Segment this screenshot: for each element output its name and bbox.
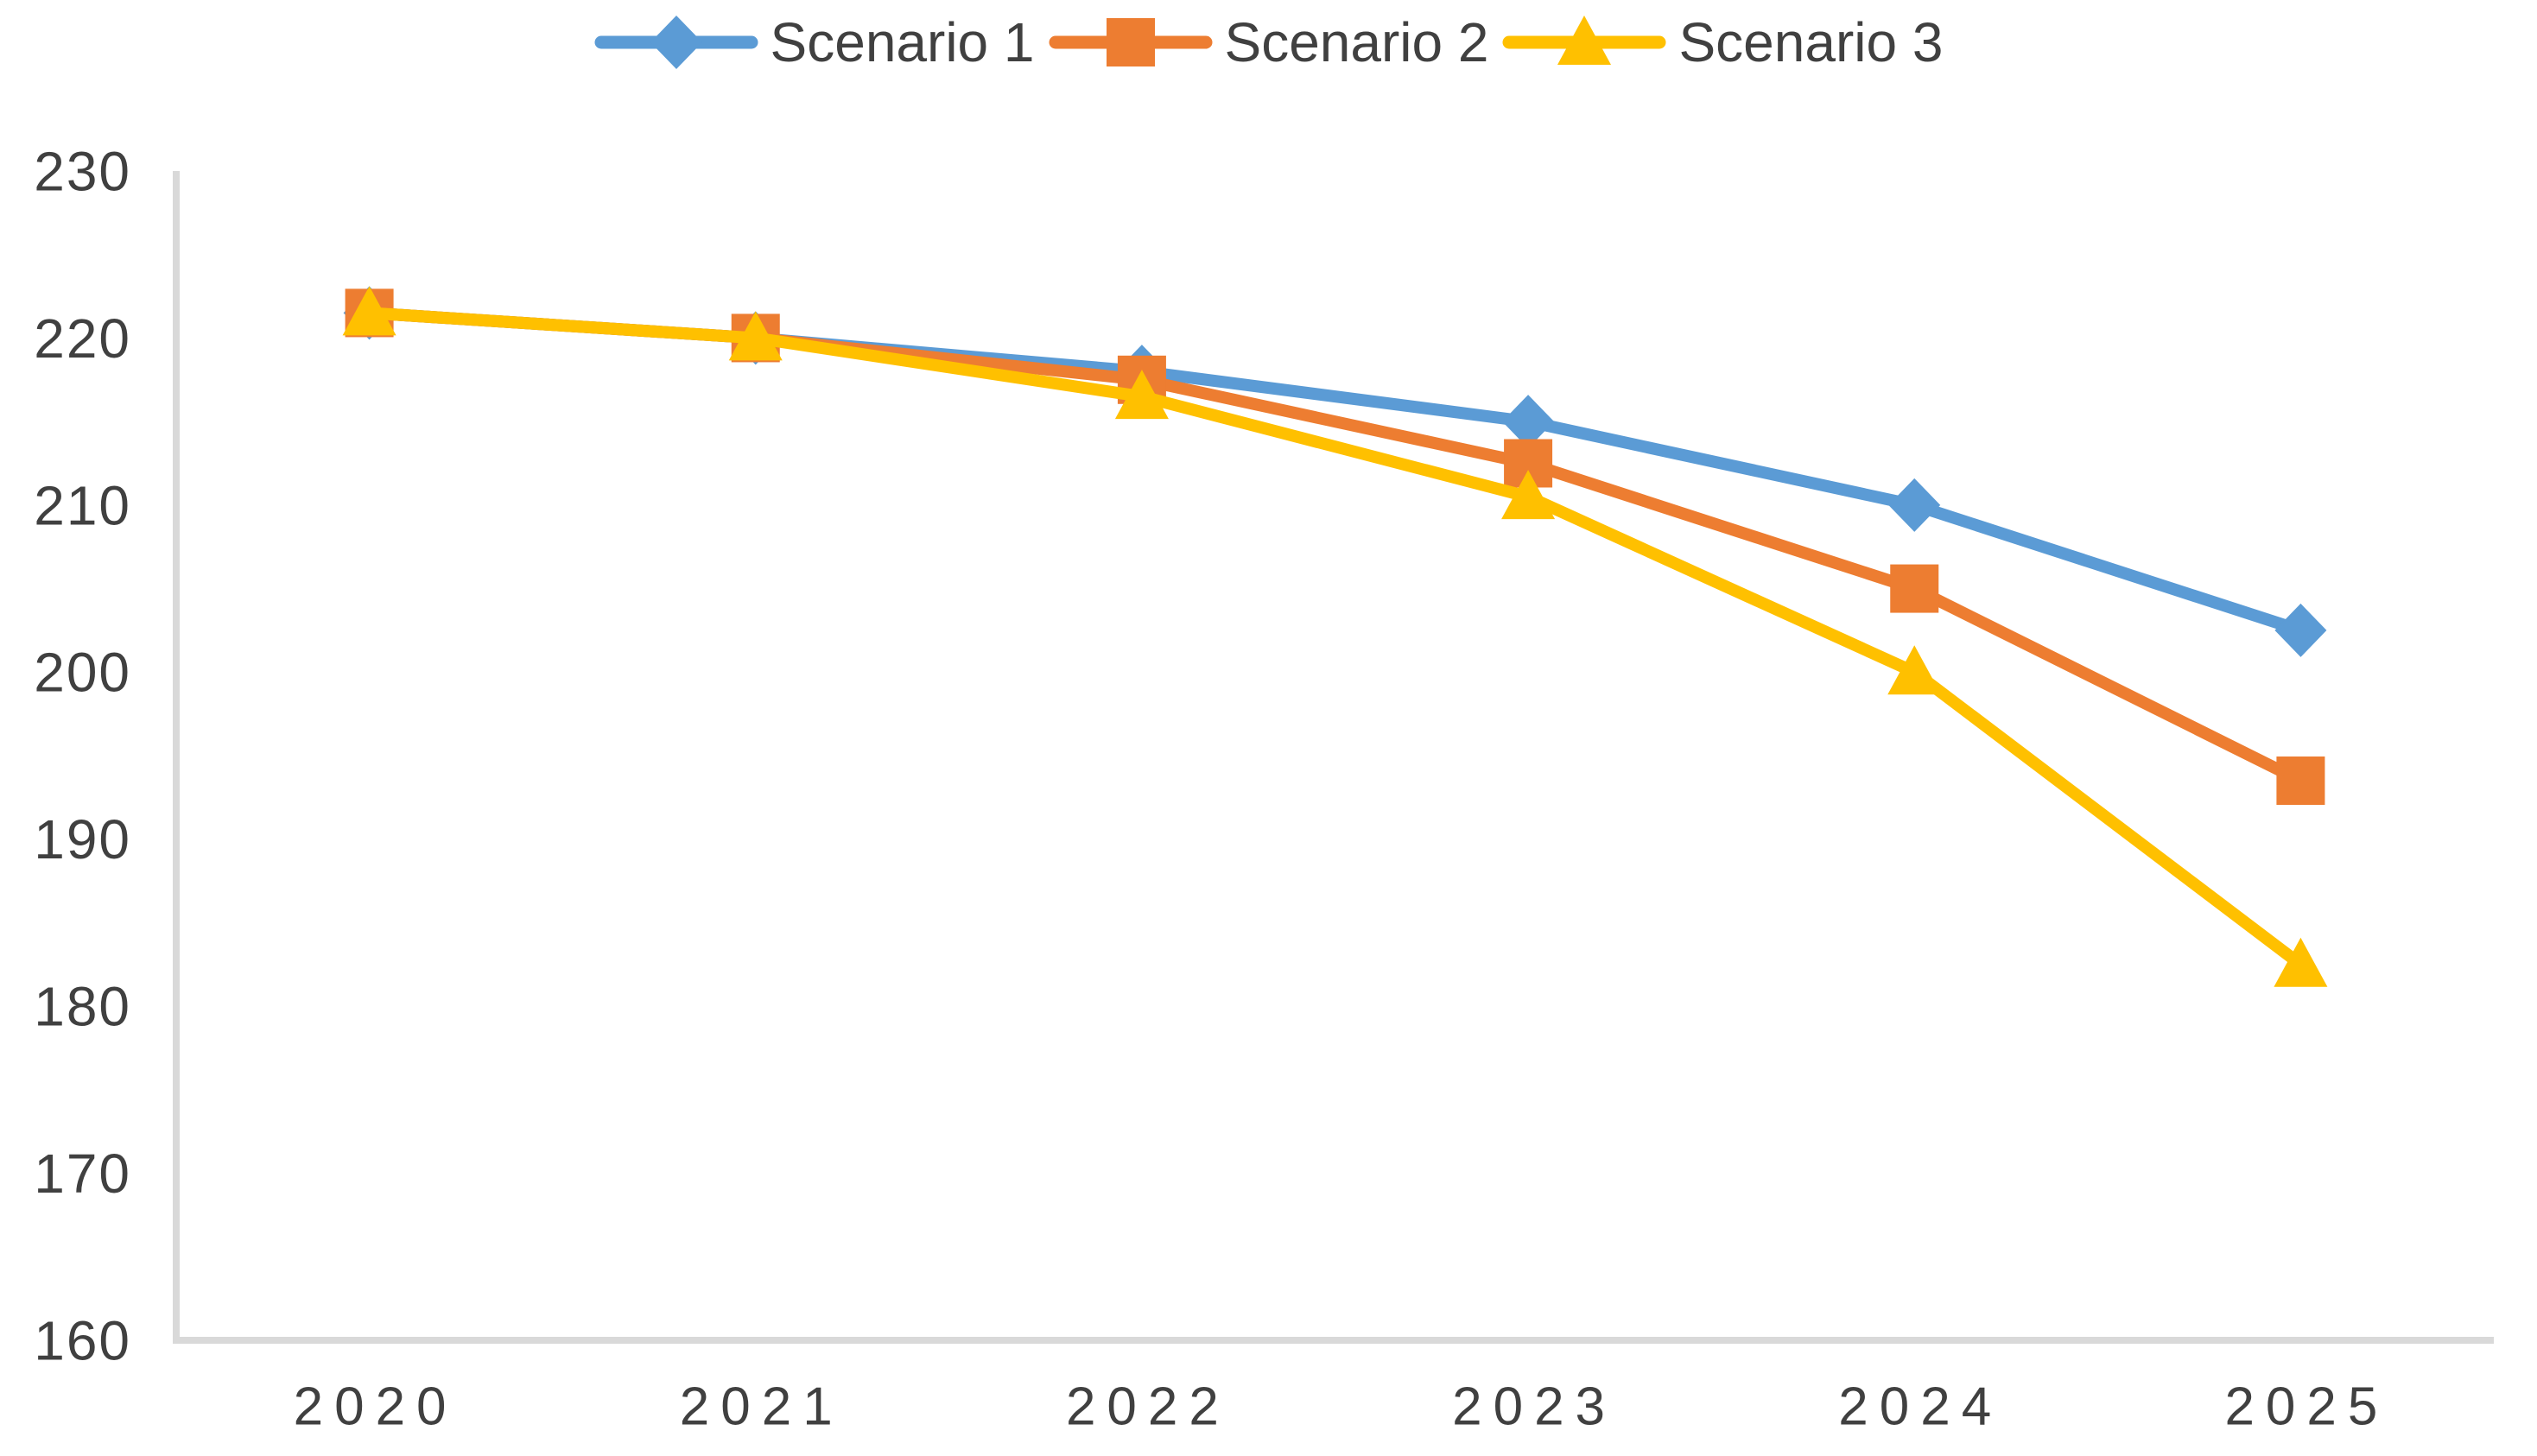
- x-axis-tick-label: 2021: [680, 1377, 844, 1437]
- series-marker-triangle: [728, 311, 783, 361]
- y-axis-tick-label: 200: [34, 642, 131, 704]
- series-marker-triangle: [1114, 370, 1169, 420]
- y-axis-tick-label: 170: [34, 1143, 131, 1205]
- series-line: [363, 307, 2307, 788]
- x-axis-tick-label: 2023: [1452, 1377, 1616, 1437]
- series-marker-triangle: [1887, 645, 1942, 695]
- x-axis-tick-label: 2022: [1066, 1377, 1230, 1437]
- x-axis-tick-label: 2025: [2224, 1377, 2388, 1437]
- y-axis-tick-label: 230: [34, 140, 131, 202]
- series-marker-diamond: [1888, 478, 1941, 532]
- series-marker-square: [2276, 756, 2325, 806]
- series-line: [363, 307, 2307, 971]
- series-1: [343, 286, 2327, 657]
- y-axis-tick-label: 220: [34, 307, 131, 370]
- x-axis-tick-label: 2024: [1838, 1377, 2002, 1437]
- series-marker-diamond: [1502, 395, 1555, 449]
- y-axis-tick-label: 160: [34, 1309, 131, 1371]
- x-axis-tick-label: 2020: [294, 1377, 458, 1437]
- y-axis-tick-label: 210: [34, 474, 131, 536]
- series-marker-triangle: [342, 286, 396, 336]
- series-line: [363, 307, 2307, 636]
- series-marker-diamond: [2274, 603, 2327, 657]
- series-marker-triangle: [2274, 937, 2328, 987]
- series-3: [342, 286, 2328, 987]
- y-axis-tick-label: 180: [34, 976, 131, 1038]
- series-marker-triangle: [1501, 470, 1556, 520]
- y-axis-tick-label: 190: [34, 808, 131, 870]
- series-marker-square: [1890, 564, 1939, 613]
